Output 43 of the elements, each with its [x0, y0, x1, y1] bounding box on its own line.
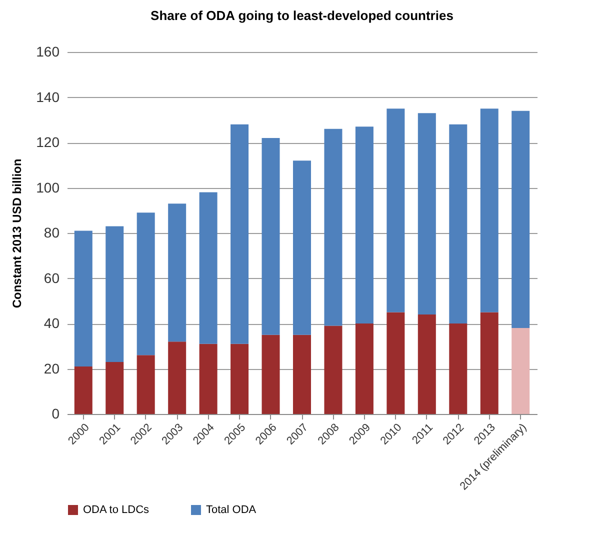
bar: [74, 366, 92, 414]
y-tick-label: 0: [52, 406, 60, 422]
bar: [168, 204, 186, 342]
legend-label: ODA to LDCs: [83, 504, 150, 516]
bar: [449, 124, 468, 324]
bar: [262, 138, 280, 335]
bar: [230, 124, 249, 344]
y-tick-label: 60: [44, 270, 60, 286]
bar: [199, 192, 218, 344]
bar: [480, 312, 498, 414]
y-tick-label: 20: [44, 360, 60, 376]
bar: [386, 108, 405, 312]
bar: [106, 362, 124, 414]
bar: [106, 226, 124, 362]
bar: [293, 160, 311, 335]
bar: [230, 344, 249, 414]
bar: [355, 324, 374, 414]
bar: [74, 230, 92, 366]
bar: [136, 212, 155, 356]
bar: [355, 126, 374, 324]
bar: [449, 324, 468, 414]
y-tick-label: 140: [36, 88, 60, 105]
y-tick-label: 40: [44, 315, 60, 331]
bar: [386, 312, 405, 414]
bar: [418, 113, 436, 314]
bar: [418, 314, 436, 414]
bar: [324, 326, 342, 414]
y-tick-label: 120: [36, 134, 60, 150]
bar: [512, 328, 530, 414]
bar: [262, 334, 280, 414]
chart-title: Share of ODA going to least-developed countries: [150, 8, 454, 23]
legend-label: Total ODA: [206, 504, 257, 516]
y-tick-label: 100: [36, 179, 60, 196]
y-tick-label: 160: [36, 44, 60, 60]
bar: [199, 344, 218, 414]
bar: [168, 342, 186, 414]
bar: [324, 128, 342, 326]
y-tick-label: 80: [44, 224, 60, 240]
y-axis-title: Constant 2013 USD billion: [10, 158, 24, 308]
bar: [293, 334, 311, 414]
bar: [136, 355, 155, 414]
bar: [512, 110, 530, 328]
bar: [480, 108, 498, 312]
